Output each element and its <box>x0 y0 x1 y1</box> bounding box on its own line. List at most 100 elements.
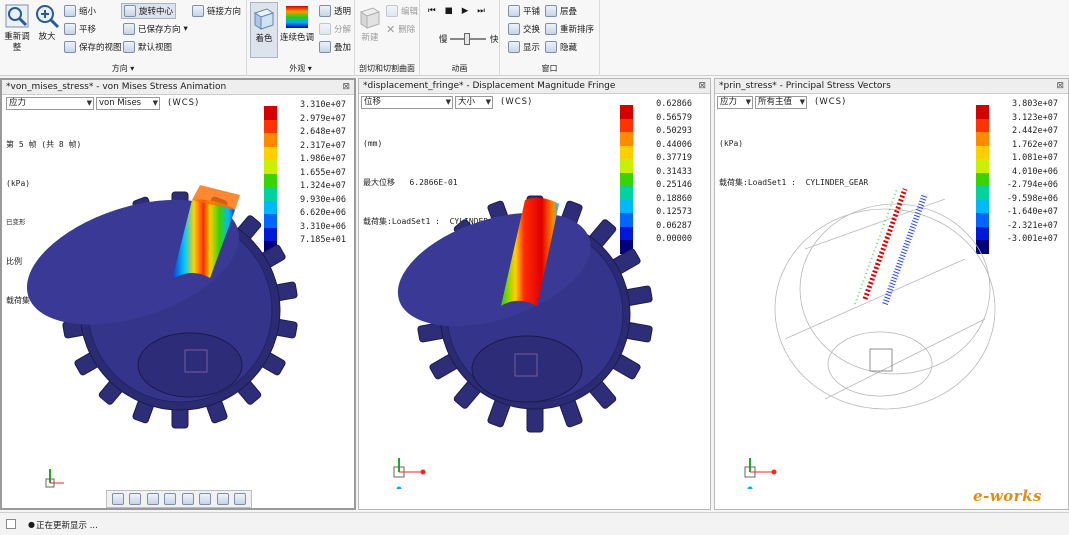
transparent-button[interactable]: 透明 <box>317 3 353 19</box>
shading-button[interactable]: 着色 <box>250 2 278 58</box>
stop-icon[interactable]: ■ <box>444 6 453 16</box>
zoom-in-icon[interactable] <box>129 493 142 505</box>
cascade-button[interactable]: 层叠 <box>543 3 579 19</box>
play-icon[interactable]: ▶ <box>461 6 469 16</box>
delete-cut-button[interactable]: ✕ 删除 <box>386 22 416 36</box>
legend-value: 2.442e+07 <box>1011 126 1058 136</box>
viewport-area: *von_mises_stress* - von Mises Stress An… <box>0 78 1069 510</box>
pan-icon <box>64 23 76 35</box>
legend-value: 7.185e+01 <box>299 235 346 245</box>
gear-model-von-mises[interactable] <box>2 95 354 490</box>
gear-model-stress-vectors[interactable] <box>715 94 1066 489</box>
tile-button[interactable]: 平铺 <box>506 3 542 19</box>
skip-forward-icon[interactable]: ⏭ <box>477 6 485 16</box>
swap-button[interactable]: 交换 <box>506 21 542 37</box>
close-icon[interactable]: ⊠ <box>698 81 706 91</box>
gear-model-displacement[interactable] <box>359 94 708 489</box>
show-button[interactable]: 显示 <box>506 39 542 55</box>
ribbon-group-cut-surface: 新建 编辑 ✕ 删除 剖切和切割曲面 <box>355 0 420 76</box>
default-view-button[interactable]: 默认视图 <box>121 39 174 55</box>
continuous-tone-button[interactable]: 连续色调 <box>280 4 314 44</box>
wcs-label: (WCS) <box>815 97 847 107</box>
tile-icon <box>508 5 520 17</box>
spin-center-icon[interactable] <box>216 493 229 505</box>
quantity-dropdown[interactable]: 应力 ▼ <box>6 97 94 110</box>
explode-icon <box>319 23 331 35</box>
component-dropdown[interactable]: von Mises ▼ <box>96 97 160 110</box>
legend-value: 1.324e+07 <box>299 181 346 191</box>
speed-slider-thumb[interactable] <box>464 33 470 45</box>
repaint-icon[interactable] <box>164 493 177 505</box>
legend-swatch <box>976 118 989 132</box>
legend-swatch <box>620 199 633 213</box>
component-dropdown[interactable]: 大小 ▼ <box>455 96 493 109</box>
speed-slider[interactable] <box>450 33 486 45</box>
overlay-icon <box>319 41 331 53</box>
stress-vectors <box>854 188 928 306</box>
animation-controls: ⏮ ■ ▶ ⏭ <box>426 3 487 19</box>
legend-swatch <box>976 186 989 200</box>
spin-center-button[interactable]: 旋转中心 <box>121 3 177 19</box>
hide-button[interactable]: 隐藏 <box>543 39 579 55</box>
viewport-principal-stress[interactable]: *prin_stress* - Principal Stress Vectors… <box>714 78 1069 510</box>
wcs-label: (WCS) <box>168 98 200 108</box>
reorder-button[interactable]: 重新排序 <box>543 21 596 37</box>
viewport-displacement[interactable]: *displacement_fringe* - Displacement Mag… <box>358 78 711 510</box>
link-orientations-button[interactable]: 链接方向 <box>190 3 243 19</box>
zoom-in-button[interactable]: 放大 <box>34 3 60 43</box>
chevron-down-icon: ▾ <box>183 24 188 34</box>
csys-triad <box>45 469 64 488</box>
ribbon-group-label: 窗口 <box>541 64 558 73</box>
legend-value: 1.762e+07 <box>1011 139 1058 150</box>
viewport-title-bar[interactable]: *displacement_fringe* - Displacement Mag… <box>359 79 710 94</box>
display-style-icon[interactable] <box>199 493 212 505</box>
link-icon <box>192 5 204 17</box>
skip-back-icon[interactable]: ⏮ <box>428 6 436 16</box>
info-line: 最大位移 6.2866E-01 <box>363 178 458 187</box>
edit-cut-button[interactable]: 编辑 <box>384 3 420 19</box>
viewport-von-mises[interactable]: *von_mises_stress* - von Mises Stress An… <box>0 78 356 510</box>
legend-value: 0.31433 <box>656 166 692 177</box>
legend-value: 3.123e+07 <box>1011 112 1058 123</box>
close-icon: ✕ <box>386 22 396 36</box>
quantity-dropdown[interactable]: 位移 ▼ <box>361 96 453 109</box>
saved-orientations-dropdown[interactable]: 已保存方向 ▾ <box>121 21 190 37</box>
legend-value: -3.001e+07 <box>1006 234 1058 244</box>
overlay-button[interactable]: 叠加 <box>317 39 353 55</box>
saved-orientations-icon[interactable] <box>181 493 194 505</box>
legend-value: 3.803e+07 <box>1011 99 1058 109</box>
legend-value: -2.321e+07 <box>1006 220 1058 231</box>
zoom-in-icon <box>36 5 60 29</box>
explode-button[interactable]: 分解 <box>317 21 353 37</box>
zoom-out-icon[interactable] <box>146 493 159 505</box>
zoom-out-button[interactable]: 缩小 <box>62 3 98 19</box>
legend-value: 0.62866 <box>656 99 692 109</box>
info-line: (mm) <box>363 139 383 148</box>
quantity-dropdown[interactable]: 应力 ▼ <box>717 96 753 109</box>
saved-views-icon <box>64 41 76 53</box>
csys-triad <box>744 458 777 489</box>
speed-label-fast: 快 <box>490 35 499 45</box>
status-checkbox[interactable] <box>6 519 16 529</box>
annotation-icon[interactable] <box>234 493 247 505</box>
pan-button[interactable]: 平移 <box>62 21 98 37</box>
component-dropdown[interactable]: 所有主值 ▼ <box>755 96 807 109</box>
refit-icon[interactable] <box>111 493 124 505</box>
saved-views-button[interactable]: 保存的视图 <box>62 39 124 55</box>
legend-value: 3.310e+06 <box>299 221 346 232</box>
new-cut-button[interactable]: 新建 <box>358 4 382 44</box>
close-icon[interactable]: ⊠ <box>1056 81 1064 91</box>
legend-swatch <box>264 133 277 147</box>
ribbon-group-label[interactable]: 外观 ▾ <box>289 64 312 73</box>
viewport-title-bar[interactable]: *von_mises_stress* - von Mises Stress An… <box>2 80 354 95</box>
legend-value: 4.010e+06 <box>1011 166 1058 177</box>
color-legend <box>976 105 989 254</box>
info-line: 第 5 帧 (共 8 帧) <box>6 140 82 149</box>
legend-swatch <box>620 186 633 200</box>
refit-button[interactable]: 重新调整 <box>2 3 32 54</box>
ribbon-group-label[interactable]: 方向 ▾ <box>111 64 135 73</box>
viewport-title-bar[interactable]: *prin_stress* - Principal Stress Vectors… <box>715 79 1068 94</box>
legend-value: 0.25146 <box>656 180 692 190</box>
close-icon[interactable]: ⊠ <box>342 82 350 92</box>
ribbon-group-animation: ⏮ ■ ▶ ⏭ 慢 快 动画 <box>420 0 500 76</box>
